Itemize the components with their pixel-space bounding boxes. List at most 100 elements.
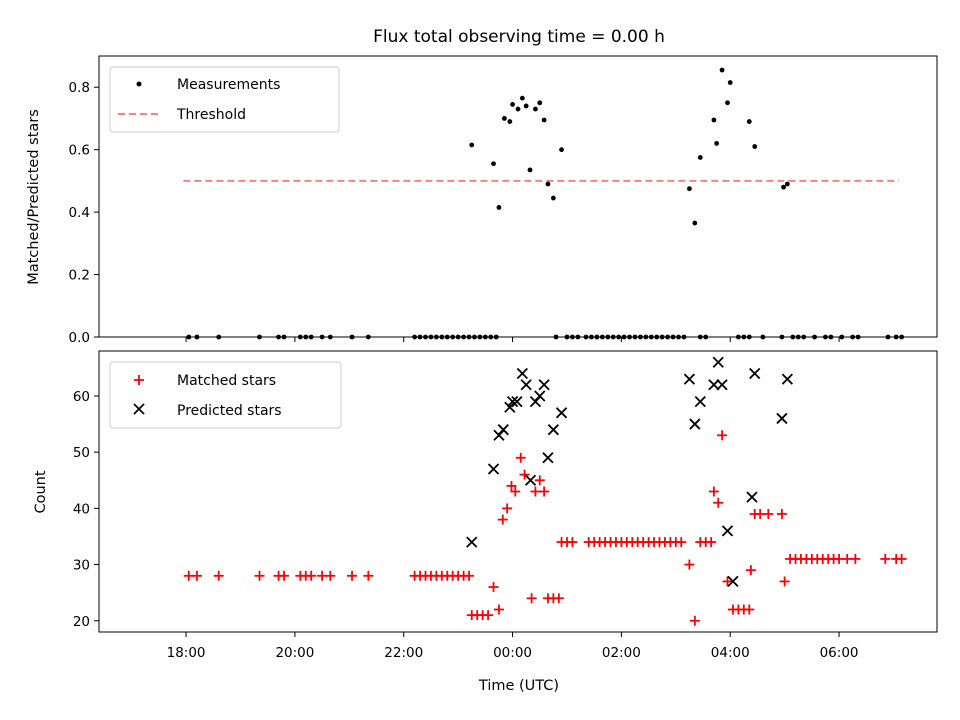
bottom-xtick-label: 06:00 <box>820 645 859 661</box>
top-legend-box <box>109 66 340 133</box>
top-ytick-label: 0.6 <box>69 143 90 159</box>
matched-star-point <box>213 570 224 581</box>
matched-star-point <box>567 537 578 548</box>
matched-star-point <box>363 570 374 581</box>
predicted-star-point <box>516 367 528 380</box>
legend-predicted-label: Predicted stars <box>177 403 282 419</box>
bottom-xtick-label: 02:00 <box>602 645 641 661</box>
top-marks <box>183 67 905 340</box>
predicted-star-point <box>716 379 728 391</box>
measurement-point <box>533 106 538 112</box>
bottom-marks <box>183 356 907 626</box>
matched-star-point <box>515 452 526 463</box>
bottom-xtick-label: 04:00 <box>711 645 750 661</box>
measurement-point <box>496 205 502 210</box>
predicted-star-point <box>555 407 568 419</box>
legend-measurements-marker <box>136 81 142 87</box>
matched-star-point <box>717 430 728 441</box>
matched-star-point <box>325 570 336 581</box>
matched-star-point <box>744 604 755 615</box>
predicted-star-point <box>506 395 519 408</box>
bottom-ytick-label: 20 <box>73 614 90 630</box>
predicted-star-point <box>708 379 720 391</box>
matched-star-point <box>745 565 756 576</box>
matched-star-point <box>689 615 700 626</box>
measurement-point <box>515 106 521 112</box>
top-ytick-label: 0.8 <box>69 80 90 96</box>
predicted-star-point <box>534 390 546 402</box>
measurement-point <box>725 100 730 106</box>
predicted-star-point <box>538 379 550 391</box>
bottom-legend-box <box>109 361 342 429</box>
predicted-star-point <box>542 452 554 464</box>
bottom-yticks: 20 30 40 50 60 <box>73 389 99 630</box>
measurement-point <box>719 67 725 73</box>
measurement-point <box>692 220 698 226</box>
predicted-star-point <box>721 525 734 537</box>
measurement-point <box>711 117 717 123</box>
predicted-star-point <box>520 379 532 391</box>
matched-star-point <box>502 503 513 514</box>
matched-star-point <box>706 537 717 548</box>
measurement-point <box>527 167 533 173</box>
top-xticks <box>185 337 840 342</box>
predicted-star-point <box>466 536 478 548</box>
bottom-xtick-label: 18:00 <box>167 645 206 661</box>
bottom-xtick-label: 20:00 <box>275 645 314 661</box>
predicted-star-point <box>524 474 537 486</box>
matched-star-point <box>776 508 787 519</box>
chart-title: Flux total observing time = 0.00 h <box>373 27 665 47</box>
matched-star-point <box>896 553 907 564</box>
measurement-point <box>545 181 551 187</box>
measurement-point <box>559 147 564 153</box>
measurement-point <box>507 119 513 124</box>
bottom-xtick-label: 22:00 <box>384 645 423 661</box>
predicted-star-point <box>727 575 739 588</box>
predicted-star-point <box>749 367 761 380</box>
matched-star-point <box>763 508 774 519</box>
bottom-legend: Matched stars Predicted stars <box>109 361 342 429</box>
matched-star-point <box>722 576 733 587</box>
top-ytick-label: 0.2 <box>69 268 90 284</box>
bottom-plot-frame <box>98 350 938 633</box>
matched-star-point <box>684 559 695 570</box>
measurement-point <box>469 142 475 148</box>
predicted-star-point <box>487 463 500 475</box>
measurement-point <box>550 195 556 201</box>
matched-star-point <box>506 480 517 491</box>
measurement-point <box>784 181 790 187</box>
legend-threshold-label: Threshold <box>176 107 246 123</box>
predicted-star-point <box>694 395 706 408</box>
measurement-point <box>714 141 720 146</box>
predicted-star-point <box>497 424 509 436</box>
bottom-ytick-label: 50 <box>73 445 90 461</box>
measurement-point <box>510 101 515 107</box>
bottom-ytick-label: 30 <box>73 558 90 574</box>
predicted-star-point <box>504 401 516 413</box>
bottom-panel: 20 30 40 50 60 18:00 20:00 22:00 00:00 02:00 04:0… <box>33 350 938 694</box>
predicted-star-point <box>547 424 560 436</box>
top-yticks: 0.0 0.2 0.4 0.6 0.8 <box>69 80 99 346</box>
bottom-ytick-label: 40 <box>73 501 90 517</box>
matched-star-point <box>708 486 719 497</box>
measurement-point <box>752 144 758 149</box>
measurement-point <box>501 116 507 121</box>
measurement-point <box>687 186 692 192</box>
predicted-star-point <box>781 373 793 385</box>
top-ylabel: Matched/Predicted stars <box>26 109 42 285</box>
measurement-point <box>523 103 529 109</box>
measurement-point <box>727 80 733 85</box>
top-ytick-label: 0.4 <box>69 205 90 221</box>
matched-star-point <box>530 486 541 497</box>
predicted-star-point <box>689 418 701 430</box>
predicted-star-point <box>746 491 758 503</box>
legend-matched-marker <box>134 375 144 385</box>
measurement-point <box>697 155 703 160</box>
legend-matched-label: Matched stars <box>177 373 276 389</box>
measurement-point <box>781 184 786 190</box>
matched-star-point <box>279 570 290 581</box>
legend-measurements-label: Measurements <box>177 77 280 93</box>
matched-star-point <box>519 469 530 480</box>
matched-star-point <box>464 570 475 581</box>
